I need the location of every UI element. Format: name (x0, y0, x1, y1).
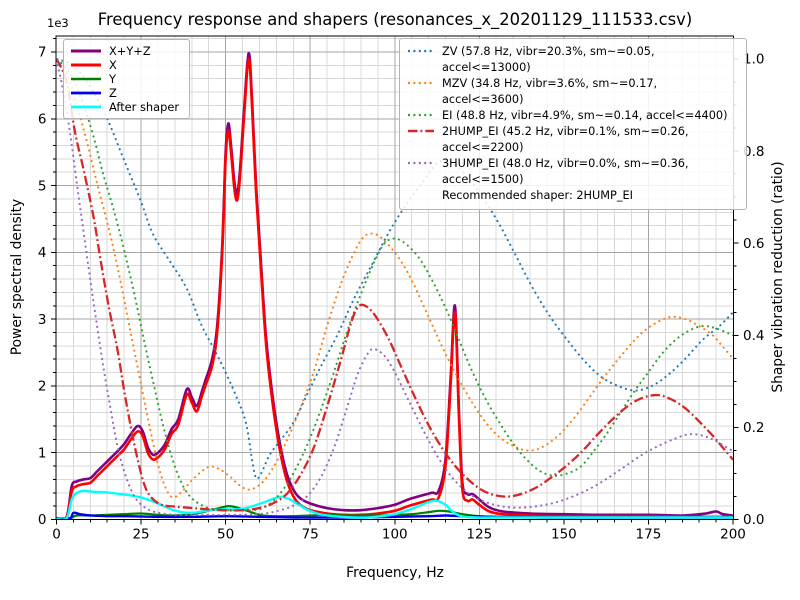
legend-item-label: 3HUMP_EI (48.0 Hz, vibr=0.0%, sm~=0.36, … (442, 157, 689, 186)
x-tick-label: 25 (132, 527, 149, 543)
x-tick-label: 200 (720, 527, 746, 543)
x-tick-label: 50 (217, 527, 234, 543)
plot-curves (56, 52, 734, 520)
series-after_shaper-line (56, 489, 733, 520)
y-right-tick-label: 0.0 (743, 512, 764, 528)
y-right-tick-label: 0.2 (743, 420, 764, 436)
page-title: Frequency response and shapers (resonanc… (97, 10, 693, 29)
legend-item: Z (70, 86, 183, 100)
y-left-tick-label: 7 (38, 45, 47, 61)
x-tick-label: 0 (52, 527, 61, 543)
axis-offset-text: 1e3 (47, 16, 69, 30)
y-left-tick-label: 6 (38, 111, 47, 127)
legend-item-label: Recommended shaper: 2HUMP_EI (442, 189, 633, 202)
legend-item: After shaper (70, 100, 183, 114)
x-tick-label: 175 (636, 527, 662, 543)
legend-item-label: MZV (34.8 Hz, vibr=3.6%, sm~=0.17, accel… (442, 77, 658, 106)
legend-item-label: Y (109, 72, 116, 86)
series-3HUMP_EI-line (56, 58, 734, 517)
y-axis-label-left: Power spectral density (9, 198, 25, 356)
legend-line-swatch-ZV (408, 49, 434, 53)
series-2HUMP_EI-line (56, 58, 734, 512)
legend-psd: X+Y+Z X Y Z After shaper (63, 39, 190, 119)
legend-swatch-empty (407, 188, 435, 200)
legend-item: EI (48.8 Hz, vibr=4.9%, sm~=0.14, accel<… (407, 108, 739, 124)
legend-item: 2HUMP_EI (45.2 Hz, vibr=0.1%, sm~=0.26, … (407, 124, 739, 156)
legend-item-label: X (109, 58, 117, 72)
y-left-tick-label: 5 (38, 178, 47, 194)
legend-line-swatch-2HUMP_EI (408, 129, 434, 133)
legend-item: ZV (57.8 Hz, vibr=20.3%, sm~=0.05, accel… (407, 44, 739, 76)
legend-item: 3HUMP_EI (48.0 Hz, vibr=0.0%, sm~=0.36, … (407, 156, 739, 188)
legend-item-label: X+Y+Z (109, 44, 151, 58)
x-axis-label: Frequency, Hz (346, 565, 444, 581)
legend-item-label: 2HUMP_EI (45.2 Hz, vibr=0.1%, sm~=0.26, … (442, 125, 689, 154)
legend-line-swatch-z (71, 91, 101, 95)
legend-item-label: Z (109, 86, 117, 100)
legend-shapers: ZV (57.8 Hz, vibr=20.3%, sm~=0.05, accel… (399, 38, 747, 210)
legend-item: X+Y+Z (70, 44, 183, 58)
legend-item: X (70, 58, 183, 72)
legend-line-swatch-sum (71, 49, 101, 53)
series-MZV-line (56, 58, 734, 499)
y-left-tick-label: 0 (38, 512, 47, 528)
legend-line-swatch-after_shaper (71, 105, 101, 109)
series-EI-line (56, 58, 734, 512)
x-tick-label: 100 (382, 527, 408, 543)
y-right-tick-label: 0.6 (743, 236, 764, 252)
x-tick-label: 75 (302, 527, 319, 543)
y-left-tick-label: 2 (38, 379, 47, 395)
legend-item-label: EI (48.8 Hz, vibr=4.9%, sm~=0.14, accel<… (442, 109, 728, 122)
y-right-tick-label: 0.4 (743, 328, 764, 344)
y-right-tick-label: 0.8 (743, 144, 764, 160)
legend-line-swatch-x (71, 63, 101, 67)
legend-item-label: ZV (57.8 Hz, vibr=20.3%, sm~=0.05, accel… (442, 45, 655, 74)
series-ZV-line (56, 58, 734, 480)
x-tick-label: 125 (466, 527, 492, 543)
tick-labels: 0 25 50 75 100 125 150 175 200 0 1 2 3 4 5 6 7 0.0 0.2 0.4 0… (38, 45, 765, 543)
legend-line-swatch-y (71, 77, 101, 81)
legend-item: MZV (34.8 Hz, vibr=3.6%, sm~=0.17, accel… (407, 76, 739, 108)
y-right-tick-label: 1.0 (743, 52, 764, 68)
legend-line-swatch-3HUMP_EI (408, 161, 434, 165)
y-axis-label-right: Shaper vibration reduction (ratio) (770, 161, 786, 393)
y-left-tick-label: 1 (38, 445, 47, 461)
legend-line-swatch-MZV (408, 81, 434, 85)
x-tick-label: 150 (551, 527, 577, 543)
legend-item-label: After shaper (109, 100, 180, 114)
y-left-tick-label: 3 (38, 312, 47, 328)
legend-line-swatch-EI (408, 113, 434, 117)
legend-item: Y (70, 72, 183, 86)
legend-item: Recommended shaper: 2HUMP_EI (407, 188, 739, 204)
series-x-line (56, 57, 734, 520)
y-left-tick-label: 4 (38, 245, 47, 261)
